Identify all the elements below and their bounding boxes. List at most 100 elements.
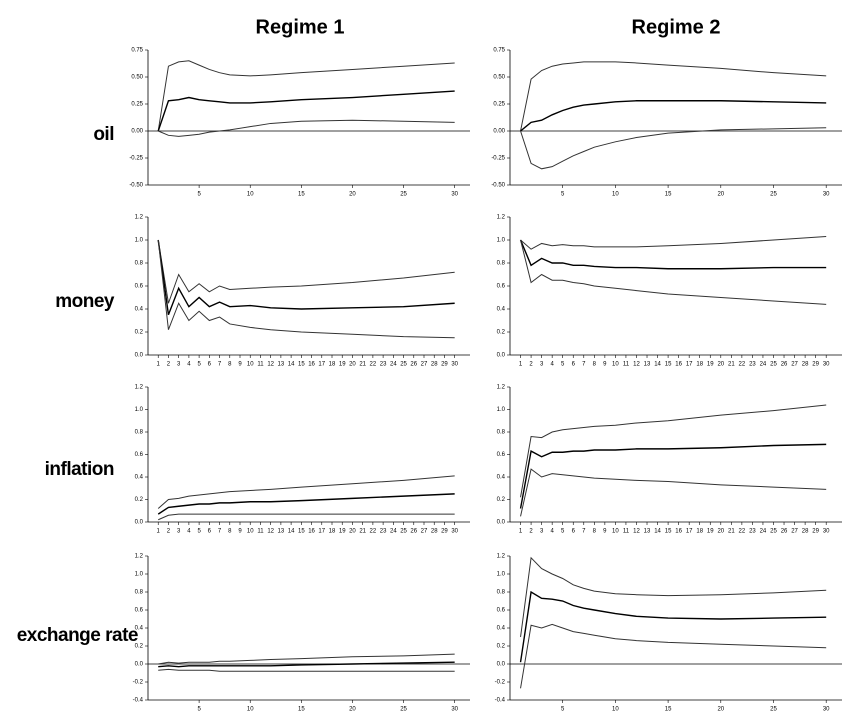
row-label: oil <box>93 124 114 145</box>
x-tick-label: 11 <box>623 529 630 535</box>
x-tick-label: 1 <box>519 362 523 368</box>
x-tick-label: 30 <box>451 707 458 712</box>
y-tick-label: 0.6 <box>497 284 506 290</box>
x-tick-label: 1 <box>519 529 523 535</box>
x-tick-label: 10 <box>612 529 619 535</box>
x-tick-label: 6 <box>572 529 576 535</box>
x-tick-label: 11 <box>257 529 264 535</box>
y-tick-label: -0.25 <box>129 156 143 162</box>
x-tick-label: 5 <box>561 707 565 712</box>
irf-line <box>158 514 454 520</box>
irf-line <box>158 240 454 338</box>
x-tick-label: 30 <box>451 529 458 535</box>
x-tick-label: 5 <box>561 192 565 198</box>
x-tick-label: 20 <box>349 362 356 368</box>
x-tick-label: 9 <box>238 362 242 368</box>
y-tick-label: 0.0 <box>135 353 144 359</box>
x-tick-label: 24 <box>390 529 397 535</box>
column-title: Regime 1 <box>256 16 345 38</box>
x-tick-label: 19 <box>339 529 346 535</box>
x-tick-label: 17 <box>686 529 693 535</box>
y-tick-label: 0.8 <box>497 261 506 267</box>
y-tick-label: 0.00 <box>493 129 505 135</box>
y-tick-label: 0.4 <box>135 475 144 481</box>
x-tick-label: 7 <box>582 362 586 368</box>
x-tick-label: 30 <box>823 192 830 198</box>
irf-line <box>521 592 827 662</box>
x-tick-label: 2 <box>529 529 533 535</box>
x-tick-label: 22 <box>370 529 377 535</box>
x-tick-label: 28 <box>431 362 438 368</box>
irf-line <box>158 662 454 667</box>
y-tick-label: 0.0 <box>497 353 506 359</box>
row-label: exchange rate <box>17 625 138 646</box>
x-tick-label: 15 <box>665 362 672 368</box>
y-tick-label: 1.0 <box>135 407 144 413</box>
y-tick-label: 1.2 <box>497 215 506 221</box>
x-tick-label: 27 <box>421 529 428 535</box>
x-tick-label: 21 <box>728 529 735 535</box>
x-tick-label: 26 <box>781 362 788 368</box>
irf-line <box>521 237 827 250</box>
x-tick-label: 25 <box>400 529 407 535</box>
x-tick-label: 12 <box>267 362 274 368</box>
page: Regime 1 Regime 2 oil money inflation ex… <box>0 0 857 712</box>
x-tick-label: 26 <box>410 362 417 368</box>
x-tick-label: 3 <box>540 362 544 368</box>
x-tick-label: 25 <box>400 362 407 368</box>
x-tick-label: 28 <box>431 529 438 535</box>
x-tick-label: 9 <box>238 529 242 535</box>
y-tick-label: 1.2 <box>135 215 144 221</box>
x-tick-label: 13 <box>278 529 285 535</box>
y-tick-label: 0.6 <box>497 608 506 614</box>
x-tick-label: 12 <box>267 529 274 535</box>
x-tick-label: 9 <box>603 362 607 368</box>
x-tick-label: 13 <box>644 362 651 368</box>
x-tick-label: 17 <box>318 529 325 535</box>
x-tick-label: 30 <box>823 707 830 712</box>
x-tick-label: 10 <box>247 362 254 368</box>
y-tick-label: -0.2 <box>133 680 144 686</box>
x-tick-label: 10 <box>612 707 619 712</box>
x-tick-label: 4 <box>550 362 554 368</box>
x-tick-label: 29 <box>441 362 448 368</box>
figure: Regime 1 Regime 2 oil money inflation ex… <box>0 0 857 712</box>
x-tick-label: 20 <box>349 529 356 535</box>
x-tick-label: 15 <box>665 707 672 712</box>
x-tick-label: 2 <box>167 362 171 368</box>
y-tick-label: 0.8 <box>135 261 144 267</box>
x-tick-label: 9 <box>603 529 607 535</box>
y-tick-label: 0.2 <box>135 330 144 336</box>
x-tick-label: 28 <box>802 529 809 535</box>
x-tick-label: 26 <box>781 529 788 535</box>
x-tick-label: 11 <box>257 362 264 368</box>
row-label: money <box>55 291 115 312</box>
x-tick-label: 22 <box>370 362 377 368</box>
x-tick-label: 21 <box>728 362 735 368</box>
y-tick-label: 0.6 <box>135 284 144 290</box>
x-tick-label: 29 <box>812 529 819 535</box>
x-tick-label: 6 <box>208 529 212 535</box>
x-tick-label: 24 <box>390 362 397 368</box>
x-tick-label: 29 <box>812 362 819 368</box>
x-tick-label: 27 <box>791 362 798 368</box>
y-tick-label: 0.0 <box>497 520 506 526</box>
x-tick-label: 1 <box>157 529 161 535</box>
x-tick-label: 3 <box>540 529 544 535</box>
y-tick-label: 1.2 <box>135 385 144 391</box>
x-tick-label: 17 <box>318 362 325 368</box>
irf-line <box>521 469 827 516</box>
irf-line <box>521 101 827 131</box>
x-tick-label: 23 <box>380 529 387 535</box>
x-tick-label: 27 <box>421 362 428 368</box>
x-tick-label: 10 <box>247 192 254 198</box>
y-tick-label: 0.4 <box>497 475 506 481</box>
x-tick-label: 3 <box>177 362 181 368</box>
x-tick-label: 25 <box>770 529 777 535</box>
y-tick-label: 1.0 <box>135 572 144 578</box>
x-tick-label: 24 <box>760 362 767 368</box>
x-tick-label: 5 <box>197 529 201 535</box>
y-tick-label: 0.25 <box>131 102 143 108</box>
irf-line <box>521 240 827 269</box>
x-tick-label: 16 <box>675 529 682 535</box>
